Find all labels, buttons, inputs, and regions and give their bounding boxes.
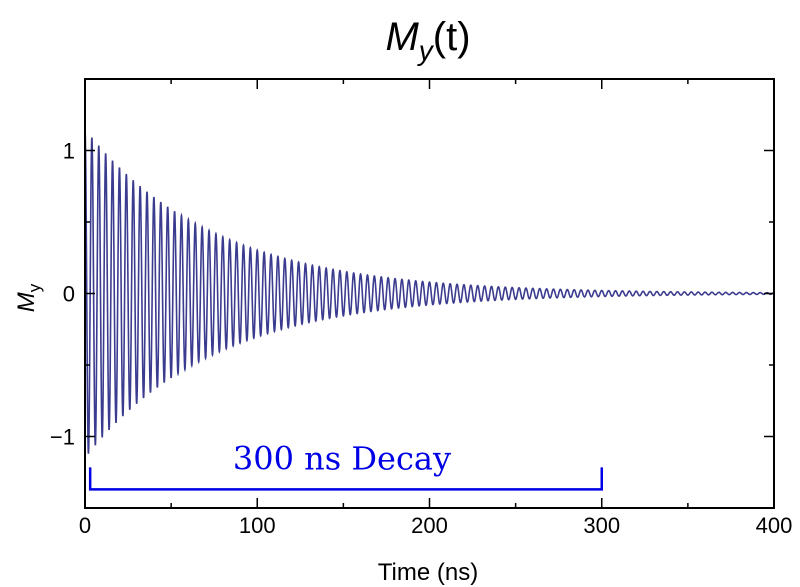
y-axis-label: My: [13, 283, 44, 312]
series-layer: [84, 128, 774, 454]
y-tick-label: −1: [50, 425, 75, 450]
chart-title-arg: (t): [433, 15, 471, 59]
x-axis-label: Time (ns): [378, 559, 478, 586]
y-tick-label: 1: [63, 139, 75, 164]
chart-title-subscript: y: [417, 35, 435, 66]
y-axis-label-main: M: [13, 292, 40, 312]
series-line-0: [84, 128, 774, 454]
x-tick-label: 300: [583, 513, 620, 538]
x-tick-label: 200: [411, 513, 448, 538]
x-tick-label: 400: [756, 513, 793, 538]
annotation-bracket: [88, 467, 603, 491]
annotation-layer: [88, 467, 603, 491]
annotation-text: 300 ns Decay: [233, 439, 451, 477]
y-axis-label-subscript: y: [25, 283, 44, 292]
tick-layer: 0 100 200 300 400 −1 0 1: [50, 78, 793, 538]
chart-title-main: M: [385, 15, 419, 59]
y-tick-label: 0: [63, 282, 75, 307]
chart-title: My(t): [385, 15, 470, 66]
x-tick-label: 0: [79, 513, 91, 538]
x-tick-label: 100: [239, 513, 276, 538]
